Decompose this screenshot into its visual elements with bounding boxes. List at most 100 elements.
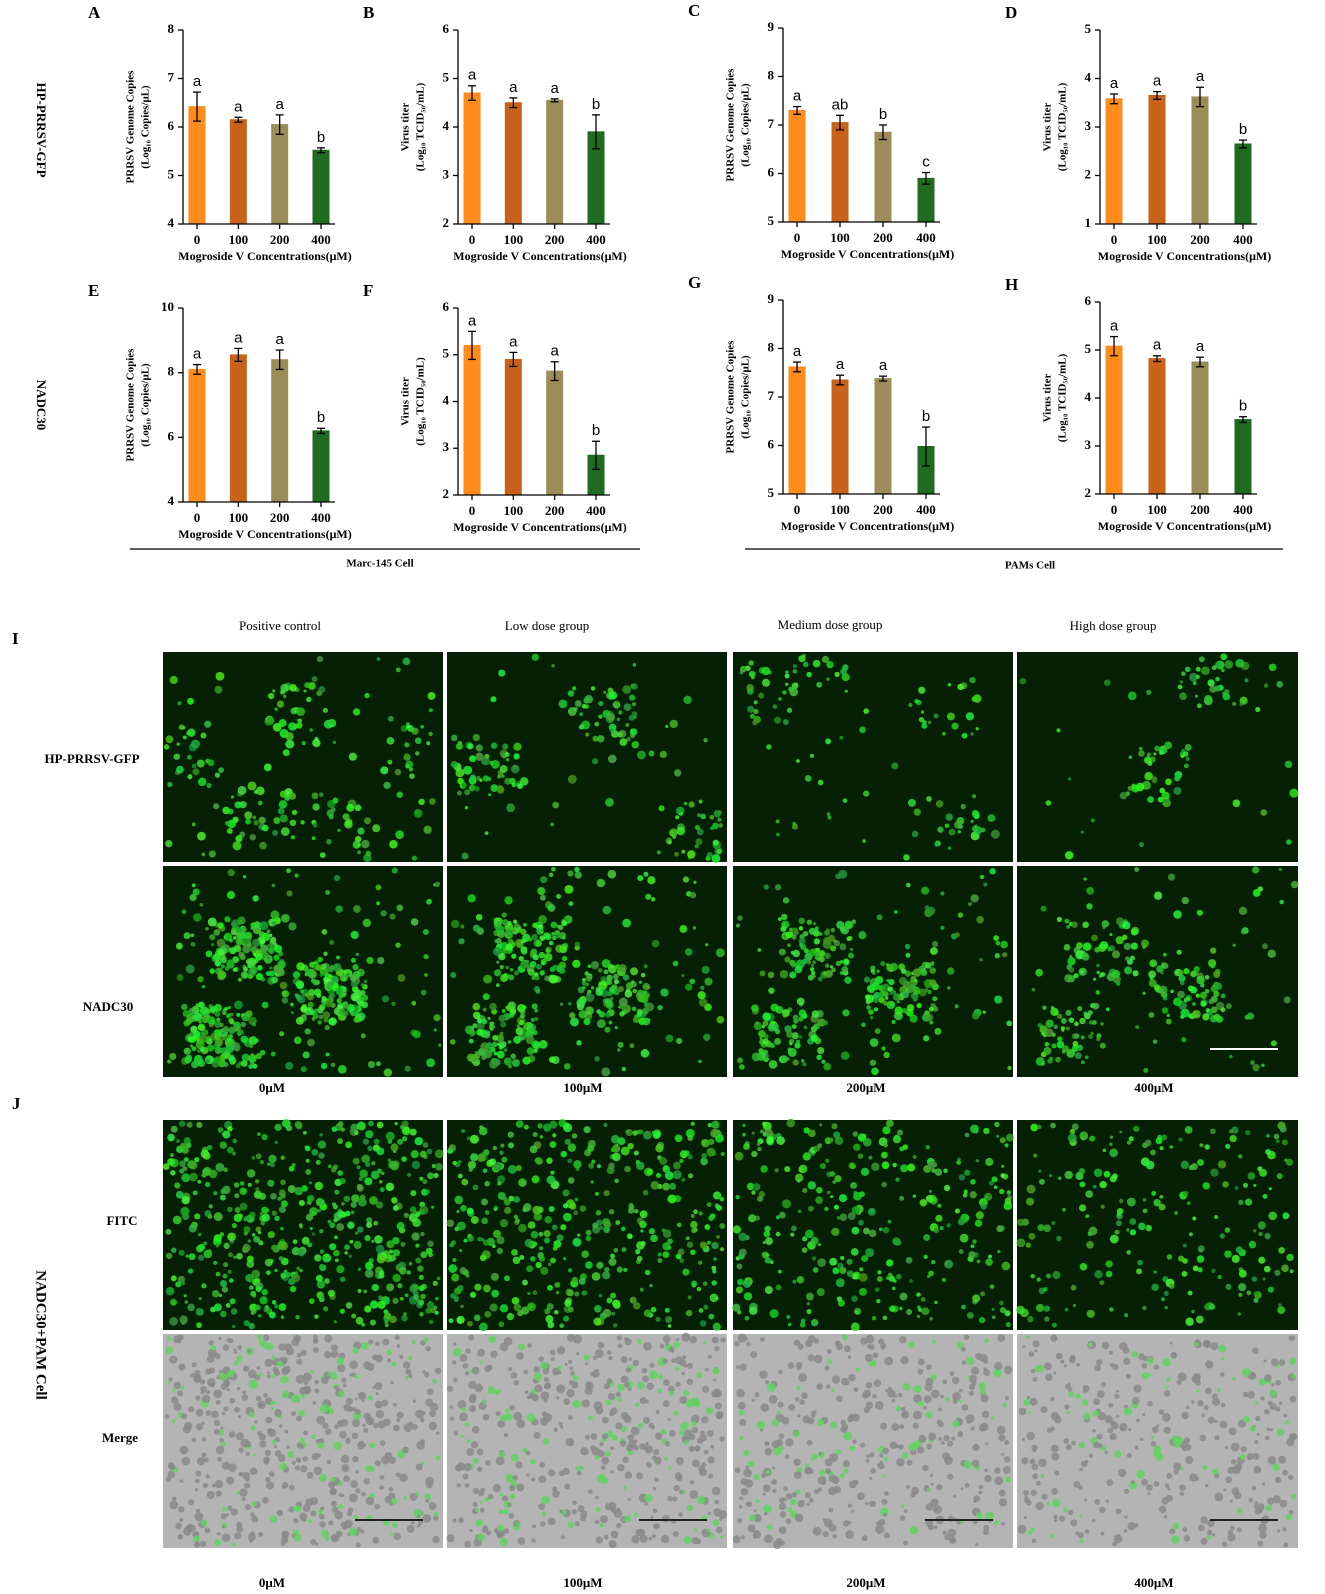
- cell: [920, 886, 930, 895]
- cell: [689, 978, 696, 985]
- cell: [324, 1536, 330, 1542]
- cell: [372, 824, 381, 833]
- cell: [531, 1538, 536, 1543]
- cell: [523, 923, 527, 927]
- cell: [198, 1297, 202, 1301]
- cell: [975, 1352, 983, 1360]
- cell: [839, 1473, 845, 1479]
- cell: [621, 1247, 627, 1253]
- cell: [452, 1257, 457, 1262]
- cell: [199, 1379, 206, 1385]
- cell: [320, 1403, 330, 1413]
- cell: [375, 1392, 379, 1396]
- cell: [672, 834, 677, 839]
- cell: [222, 1273, 228, 1279]
- cell: [668, 1430, 676, 1437]
- cell: [270, 910, 280, 920]
- cell: [645, 984, 651, 990]
- cell: [630, 1426, 640, 1436]
- cell: [221, 1461, 231, 1470]
- cell: [994, 1467, 1001, 1474]
- cell: [333, 1320, 337, 1324]
- cell: [499, 1040, 507, 1049]
- y-tick-label: 6: [443, 21, 450, 36]
- cell: [669, 1182, 677, 1190]
- cell: [526, 1047, 535, 1055]
- cell: [975, 727, 979, 731]
- cell: [499, 1492, 503, 1497]
- cell: [840, 1377, 849, 1386]
- cell: [1068, 777, 1072, 781]
- cell: [567, 690, 575, 697]
- cell: [607, 869, 617, 879]
- cell: [305, 1213, 314, 1221]
- cell: [273, 1369, 281, 1376]
- cell: [308, 1519, 313, 1524]
- micrograph: [163, 866, 443, 1077]
- cell: [869, 1015, 874, 1020]
- cell: [217, 970, 227, 980]
- cell: [626, 737, 631, 742]
- cell: [603, 1190, 610, 1197]
- cell: [411, 1160, 421, 1170]
- cell: [219, 1438, 224, 1443]
- cell: [753, 700, 758, 705]
- cell: [509, 968, 514, 972]
- cell: [601, 1456, 610, 1465]
- y-tick-label: 4: [443, 392, 450, 407]
- cell: [279, 790, 288, 798]
- cell: [344, 820, 353, 829]
- cell: [838, 869, 848, 879]
- cell: [813, 1354, 823, 1364]
- cell: [743, 1468, 752, 1478]
- cell: [807, 1354, 815, 1362]
- cell: [217, 1456, 223, 1462]
- cell: [292, 1239, 298, 1244]
- cell: [249, 1467, 258, 1475]
- cell: [581, 1290, 588, 1296]
- cell: [766, 744, 772, 750]
- cell: [340, 1418, 349, 1427]
- cell: [511, 1059, 520, 1068]
- cell: [657, 1388, 663, 1394]
- cell: [270, 1244, 278, 1251]
- cell: [259, 1049, 266, 1056]
- cell: [280, 1155, 285, 1160]
- cell: [735, 1286, 744, 1294]
- cell: [556, 1491, 560, 1495]
- cell: [376, 901, 380, 906]
- cell: [760, 1165, 768, 1173]
- cell: [379, 1187, 385, 1193]
- error-bar: [793, 105, 801, 115]
- cell: [810, 1034, 819, 1043]
- x-axis-title: Mogroside V Concentrations(μM): [453, 520, 626, 534]
- cell: [520, 1013, 525, 1019]
- cell: [310, 1538, 317, 1546]
- cell: [389, 913, 396, 920]
- cell: [568, 901, 574, 907]
- cell: [903, 854, 910, 861]
- cell: [247, 959, 256, 968]
- cell: [918, 686, 926, 694]
- error-bar: [1110, 335, 1118, 357]
- cell: [828, 1523, 837, 1532]
- y-tick-label: 5: [443, 346, 450, 361]
- cell: [584, 1434, 591, 1440]
- cell: [806, 960, 812, 965]
- cell: [426, 1058, 435, 1068]
- cell: [558, 699, 568, 709]
- cell: [351, 1194, 360, 1203]
- cell: [884, 1356, 894, 1366]
- cell: [186, 754, 192, 760]
- cell: [869, 1476, 873, 1481]
- cell: [285, 1061, 294, 1070]
- cell: [804, 1463, 809, 1468]
- cell: [763, 1512, 768, 1516]
- cell: [743, 1143, 750, 1150]
- cell: [648, 1422, 655, 1429]
- cell: [213, 929, 221, 936]
- cell: [885, 1389, 889, 1393]
- cell: [386, 736, 395, 745]
- cell: [375, 1341, 380, 1347]
- cell: [713, 1257, 717, 1261]
